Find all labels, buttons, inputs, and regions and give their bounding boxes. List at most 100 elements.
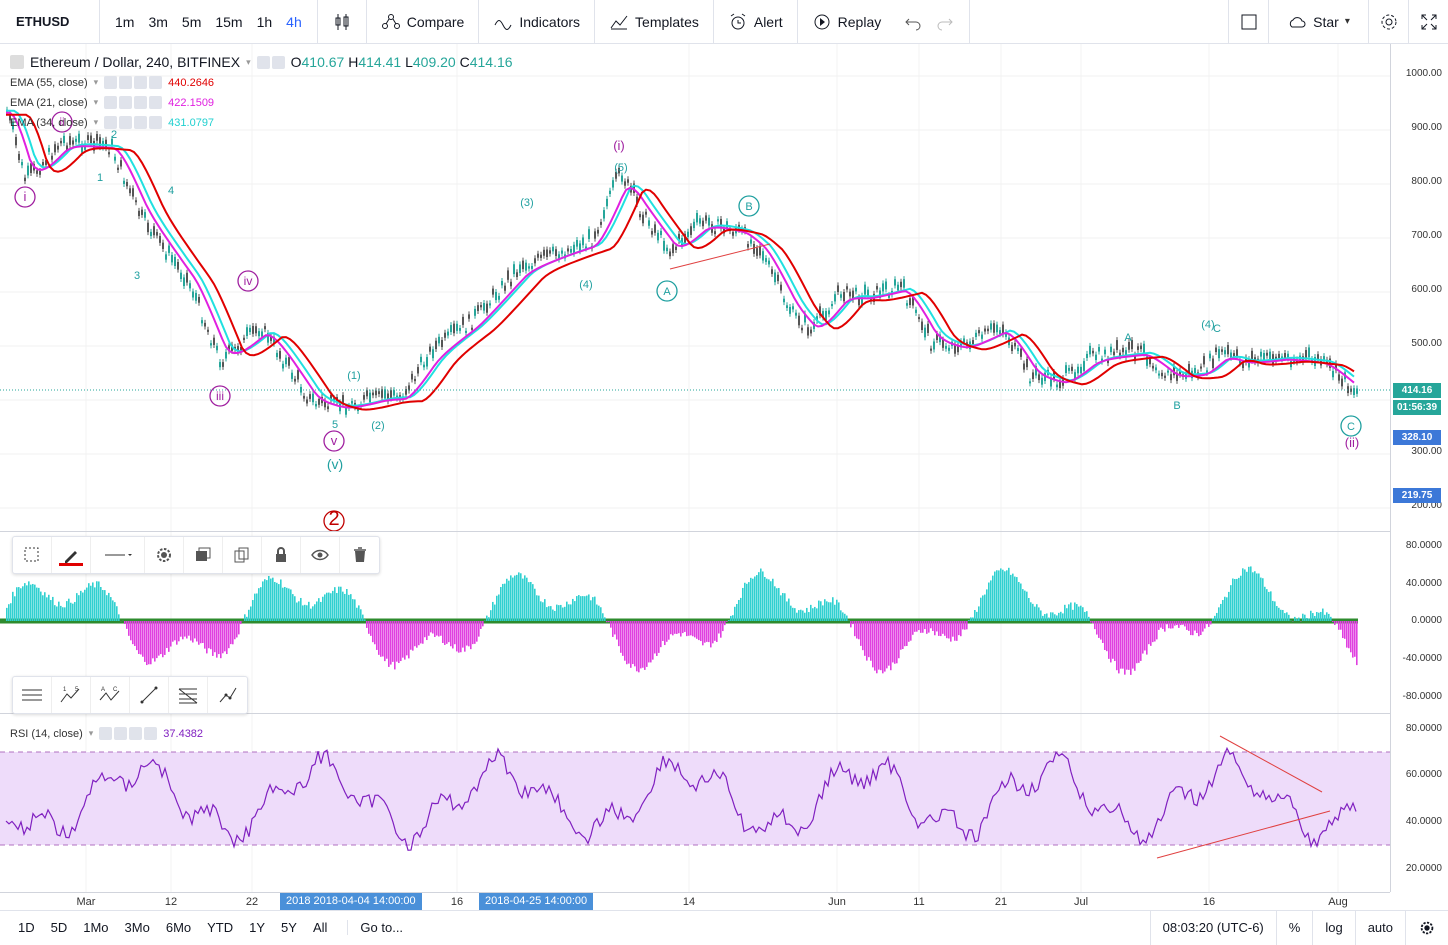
add-icon[interactable] bbox=[134, 96, 147, 109]
osc-bar-positive bbox=[772, 579, 774, 621]
range-5d[interactable]: 5D bbox=[43, 920, 76, 935]
chevron-down-icon[interactable]: ▾ bbox=[94, 97, 99, 108]
alert-button[interactable]: Alert bbox=[722, 12, 789, 32]
candle-body bbox=[21, 162, 23, 165]
range-5y[interactable]: 5Y bbox=[273, 920, 305, 935]
timeframe-1m[interactable]: 1m bbox=[108, 14, 141, 30]
candles-button[interactable] bbox=[326, 12, 358, 32]
ema-55-row[interactable]: EMA (55, close) ▾ 440.2646 bbox=[10, 75, 513, 90]
chart-canvas[interactable]: iiiiiiivv(v)2(i)(ii)ABC12345(1)(2)(3)(4)… bbox=[0, 44, 1390, 892]
osc-bar-positive bbox=[1034, 607, 1036, 621]
path-tool[interactable] bbox=[208, 677, 247, 713]
goto-button[interactable]: Go to... bbox=[347, 920, 403, 935]
range-ytd[interactable]: YTD bbox=[199, 920, 241, 935]
chevron-down-icon[interactable]: ▾ bbox=[94, 117, 99, 128]
eye-icon[interactable] bbox=[104, 116, 117, 129]
range-1d[interactable]: 1D bbox=[10, 920, 43, 935]
chevron-down-icon[interactable]: ▾ bbox=[94, 77, 99, 88]
replay-button[interactable]: Replay bbox=[806, 12, 888, 32]
range-3mo[interactable]: 3Mo bbox=[117, 920, 158, 935]
indicators-button[interactable]: Indicators bbox=[487, 12, 586, 32]
settings-button[interactable] bbox=[1368, 0, 1408, 44]
undo-button[interactable] bbox=[897, 12, 929, 32]
chevron-down-icon[interactable]: ▾ bbox=[89, 728, 94, 739]
timeframe-5m[interactable]: 5m bbox=[175, 14, 208, 30]
osc-bar-negative bbox=[390, 621, 392, 665]
range-1y[interactable]: 1Y bbox=[241, 920, 273, 935]
close-icon[interactable] bbox=[144, 727, 157, 740]
osc-bar-positive bbox=[586, 596, 588, 621]
chart-settings-button[interactable] bbox=[1405, 911, 1448, 945]
price-axis[interactable]: 1000.00 900.00 800.00 700.00 600.00 500.… bbox=[1390, 44, 1448, 892]
osc-bar-positive bbox=[112, 600, 114, 621]
redo-button[interactable] bbox=[929, 12, 961, 32]
pane-separator-1[interactable] bbox=[0, 531, 1390, 532]
osc-bar-positive bbox=[1040, 610, 1042, 621]
collapse-icon[interactable] bbox=[10, 55, 24, 69]
osc-bar-positive bbox=[820, 601, 822, 621]
symbol-search[interactable]: ETHUSD bbox=[0, 0, 100, 44]
add-icon[interactable] bbox=[134, 76, 147, 89]
timeframe-4h[interactable]: 4h bbox=[279, 14, 309, 30]
timeframe-3m[interactable]: 3m bbox=[141, 14, 174, 30]
eye-icon[interactable] bbox=[257, 56, 270, 69]
candle-body bbox=[390, 390, 392, 398]
eye-icon[interactable] bbox=[104, 96, 117, 109]
percent-toggle[interactable]: % bbox=[1276, 911, 1313, 945]
line-style-button[interactable] bbox=[91, 537, 145, 573]
layout-button[interactable]: Star ▾ bbox=[1268, 0, 1368, 44]
osc-bar-positive bbox=[1014, 577, 1016, 621]
series-menu-icon[interactable]: ▾ bbox=[246, 57, 251, 68]
eye-icon[interactable] bbox=[99, 727, 112, 740]
settings-icon[interactable] bbox=[272, 56, 285, 69]
compare-button[interactable]: Compare bbox=[375, 12, 471, 32]
add-icon[interactable] bbox=[129, 727, 142, 740]
ema-34-row[interactable]: EMA (34, close) ▾ 431.0797 bbox=[10, 115, 513, 130]
osc-bar-negative bbox=[370, 621, 372, 636]
time-axis[interactable]: Mar 12 22 2018 2018-04-04 14:00:00 16 20… bbox=[0, 892, 1390, 910]
trend-line-tool[interactable] bbox=[130, 677, 169, 713]
fullscreen-square-button[interactable] bbox=[1228, 0, 1268, 44]
osc-bar-negative bbox=[862, 621, 864, 650]
osc-bar-negative bbox=[606, 621, 608, 622]
osc-bar-negative bbox=[382, 621, 384, 656]
fib-retracement-tool[interactable] bbox=[169, 677, 208, 713]
ema-21-row[interactable]: EMA (21, close) ▾ 422.1509 bbox=[10, 95, 513, 110]
range-all[interactable]: All bbox=[305, 920, 335, 935]
settings-icon[interactable] bbox=[119, 76, 132, 89]
menu-button[interactable] bbox=[13, 677, 52, 713]
close-icon[interactable] bbox=[149, 96, 162, 109]
time-label: 21 bbox=[995, 896, 1007, 908]
time-label: 11 bbox=[913, 896, 924, 908]
series-title[interactable]: Ethereum / Dollar, 240, BITFINEX bbox=[30, 54, 240, 70]
delete-button[interactable] bbox=[340, 537, 379, 573]
close-icon[interactable] bbox=[149, 116, 162, 129]
range-6mo[interactable]: 6Mo bbox=[158, 920, 199, 935]
timeframe-1h[interactable]: 1h bbox=[250, 14, 280, 30]
log-toggle[interactable]: log bbox=[1312, 911, 1354, 945]
select-tool-button[interactable] bbox=[13, 537, 52, 573]
clone-button[interactable] bbox=[223, 537, 262, 573]
timeframe-15m[interactable]: 15m bbox=[208, 14, 249, 30]
add-icon[interactable] bbox=[134, 116, 147, 129]
settings-icon[interactable] bbox=[119, 96, 132, 109]
lock-button[interactable] bbox=[262, 537, 301, 573]
settings-icon[interactable] bbox=[119, 116, 132, 129]
hide-button[interactable] bbox=[301, 537, 340, 573]
line-color-button[interactable] bbox=[52, 537, 91, 573]
auto-toggle[interactable]: auto bbox=[1355, 911, 1405, 945]
clock[interactable]: 08:03:20 (UTC-6) bbox=[1150, 911, 1276, 945]
range-1mo[interactable]: 1Mo bbox=[75, 920, 116, 935]
visual-order-button[interactable] bbox=[184, 537, 223, 573]
settings-icon[interactable] bbox=[114, 727, 127, 740]
osc-bar-negative bbox=[1102, 621, 1104, 643]
rsi-legend[interactable]: RSI (14, close) ▾ 37.4382 bbox=[10, 726, 203, 741]
settings-button[interactable] bbox=[145, 537, 184, 573]
templates-button[interactable]: Templates bbox=[603, 12, 705, 32]
eye-icon[interactable] bbox=[104, 76, 117, 89]
close-icon[interactable] bbox=[149, 76, 162, 89]
fullscreen-button[interactable] bbox=[1408, 0, 1448, 44]
